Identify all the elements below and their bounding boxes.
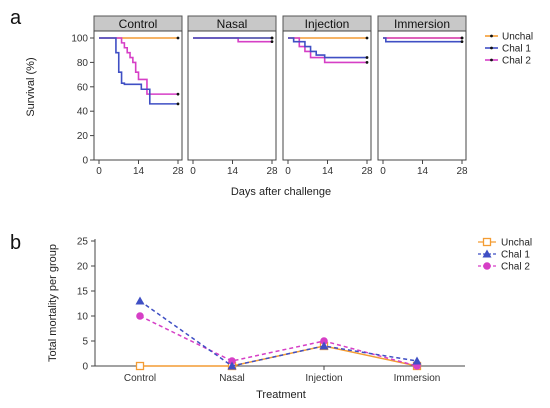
y-tick-label: 80: [77, 58, 89, 69]
legend-label-unchal: Unchal: [501, 238, 532, 249]
censor-point-chal-2-control: [176, 92, 180, 96]
censor-point-chal-2-immersion: [460, 36, 464, 40]
y-tick-label: 5: [82, 337, 88, 348]
y-tick-label: 10: [77, 312, 89, 323]
panel-b-label: b: [10, 232, 21, 254]
y-tick-label: 0: [82, 156, 88, 167]
facet-immersion: Immersion 0 14 28: [377, 15, 468, 177]
facet-control: Control 0 14 28 0 20 40 60 80 100: [71, 15, 184, 177]
x-tick-label: 14: [417, 166, 429, 177]
censor-point-chal-1-control: [176, 102, 180, 106]
survival-y-axis-label: Survival (%): [25, 57, 37, 116]
facet-frame-nasal: [187, 30, 277, 161]
facet-frame-immersion: [377, 30, 467, 161]
censor-point-chal-1-injection: [365, 56, 369, 59]
x-tick-label-control: Control: [124, 373, 156, 384]
y-tick-label: 40: [77, 107, 89, 118]
series-line-chal-1-injection: [288, 37, 367, 59]
legend-point-unchal: [490, 34, 493, 38]
y-tick-label: 15: [77, 287, 89, 298]
facet-title-injection: Injection: [305, 17, 350, 31]
x-tick-label: 14: [322, 166, 334, 177]
series-line-chal-2-control: [99, 37, 178, 95]
x-tick-label-nasal: Nasal: [219, 373, 245, 384]
series-line-chal-1-immersion: [383, 37, 462, 43]
mortality-x-axis-label: Treatment: [256, 389, 306, 401]
x-tick-label: 14: [227, 166, 239, 177]
censor-point-unchal-control: [176, 36, 180, 40]
x-tick-label: 0: [285, 166, 291, 177]
legend-marker-chal-1: [482, 249, 492, 258]
censor-point-chal-2-injection: [365, 61, 369, 64]
y-tick-label: 60: [77, 82, 89, 93]
legend-label-chal-1: Chal 1: [502, 44, 531, 55]
legend-marker-unchal: [482, 237, 492, 247]
data-point-chal-1-nasal: [227, 361, 237, 370]
survival-x-axis-label: Days after challenge: [231, 186, 331, 198]
series-line-chal-2: [139, 315, 418, 367]
mortality-y-axis-label: Total mortality per group: [47, 244, 59, 362]
censor-point-chal-1-nasal: [270, 36, 274, 40]
facet-title-immersion: Immersion: [394, 17, 450, 31]
series-line-unchal: [140, 345, 418, 367]
legend-label-chal-2: Chal 2: [502, 56, 531, 67]
x-tick-label: 0: [96, 166, 102, 177]
x-tick-label-injection: Injection: [305, 373, 342, 384]
y-tick-label: 100: [71, 34, 88, 45]
x-tick-label: 28: [456, 166, 468, 177]
x-tick-label: 0: [380, 166, 386, 177]
y-tick-label: 20: [77, 262, 89, 273]
x-tick-label: 28: [361, 166, 373, 177]
legend-point-chal-2: [490, 58, 493, 62]
x-tick-label: 14: [133, 166, 145, 177]
censor-point-chal-2-nasal: [270, 40, 274, 44]
x-tick-label-immersion: Immersion: [394, 373, 441, 384]
y-tick-label: 25: [77, 237, 89, 248]
y-tick-label: 20: [77, 131, 89, 142]
x-tick-label: 28: [266, 166, 278, 177]
mortality-chart: 0 5 10 15 20 25 Control Nasal Injection Immersion…: [47, 237, 532, 402]
legend-marker-chal-2: [483, 262, 491, 270]
censor-point-unchal-injection: [365, 36, 369, 40]
series-line-chal-1-control: [99, 37, 178, 105]
censor-point-chal-1-immersion: [460, 40, 464, 44]
data-point-chal-2-control: [136, 312, 144, 320]
facet-injection: Injection 0 14 28: [282, 15, 373, 177]
data-point-unchal-control: [135, 361, 145, 371]
legend-label-chal-2: Chal 2: [501, 262, 530, 273]
facet-title-control: Control: [119, 17, 158, 31]
data-point-chal-1-immersion: [412, 356, 422, 365]
legend-label-unchal: Unchal: [502, 32, 533, 43]
facet-frame-control: [93, 30, 183, 161]
data-point-chal-1-injection: [319, 341, 329, 350]
data-point-chal-2-nasal: [228, 357, 236, 365]
legend-label-chal-1: Chal 1: [501, 250, 530, 261]
facet-title-nasal: Nasal: [217, 17, 248, 31]
y-tick-label: 0: [82, 362, 88, 373]
data-point-chal-1-control: [135, 296, 145, 305]
series-line-chal-1: [139, 300, 418, 367]
data-point-chal-2-injection: [320, 337, 328, 345]
facet-frame-injection: [282, 30, 372, 161]
legend-point-chal-1: [490, 46, 493, 50]
panel-a-label: a: [10, 7, 22, 29]
x-tick-label: 28: [172, 166, 184, 177]
facet-nasal: Nasal 0 14 28: [187, 15, 278, 177]
mortality-plot-area: 0 5 10 15 20 25 Control Nasal Injection Immersion: [77, 237, 465, 384]
x-tick-label: 0: [190, 166, 196, 177]
